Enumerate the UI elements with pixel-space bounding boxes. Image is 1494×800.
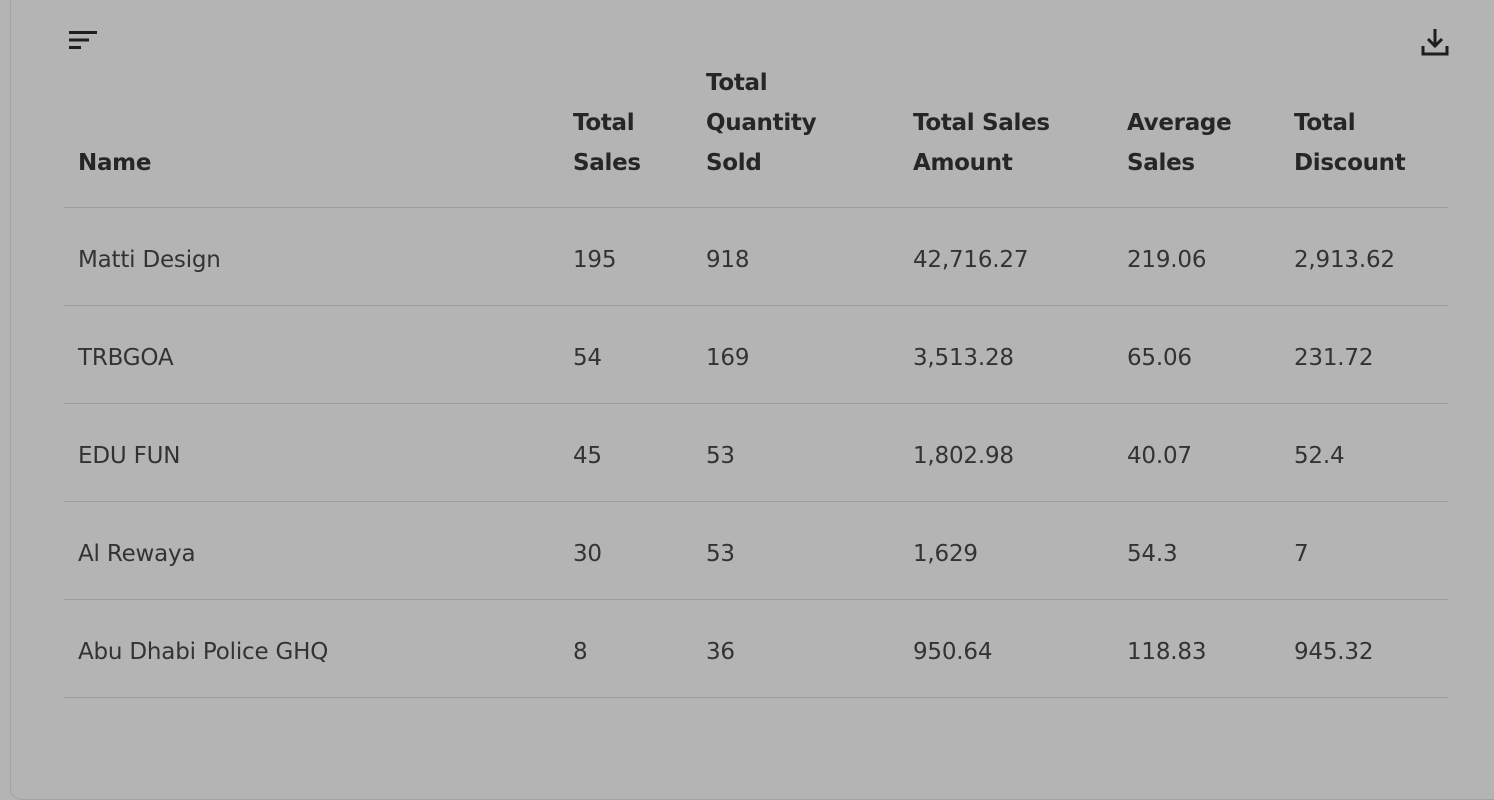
column-header-average-sales[interactable]: Average Sales [1127,110,1232,176]
report-card [10,0,1494,800]
column-header-total-discount[interactable]: Total Discount [1294,110,1406,176]
table-row[interactable]: Matti Design 195 918 42,716.27 219.06 2,… [64,208,1448,306]
cell-total-discount: 52.4 [1294,443,1345,469]
cell-total-quantity-sold: 918 [706,247,750,273]
cell-name: Al Rewaya [78,541,196,567]
column-header-name[interactable]: Name [78,150,152,176]
cell-total-sales: 195 [573,247,617,273]
table-row[interactable]: Abu Dhabi Police GHQ 8 36 950.64 118.83 … [64,600,1448,698]
cell-average-sales: 219.06 [1127,247,1207,273]
cell-name: TRBGOA [78,345,174,371]
sales-table: Name Total Sales Total Quantity Sold Tot… [64,70,1448,698]
cell-average-sales: 65.06 [1127,345,1192,371]
column-header-total-sales-amount[interactable]: Total Sales Amount [913,110,1050,176]
cell-total-sales: 8 [573,639,588,665]
table-row[interactable]: TRBGOA 54 169 3,513.28 65.06 231.72 [64,306,1448,404]
cell-total-sales-amount: 3,513.28 [913,345,1014,371]
cell-average-sales: 40.07 [1127,443,1192,469]
cell-total-quantity-sold: 169 [706,345,750,371]
cell-total-discount: 945.32 [1294,639,1374,665]
download-button[interactable] [1415,22,1455,62]
cell-total-sales: 45 [573,443,602,469]
cell-total-discount: 231.72 [1294,345,1374,371]
filter-list-icon [69,31,97,49]
table-header-row: Name Total Sales Total Quantity Sold Tot… [64,70,1448,208]
cell-total-sales: 54 [573,345,602,371]
cell-total-sales-amount: 42,716.27 [913,247,1029,273]
column-header-total-quantity-sold[interactable]: Total Quantity Sold [706,70,817,176]
table-row[interactable]: Al Rewaya 30 53 1,629 54.3 7 [64,502,1448,600]
cell-total-discount: 2,913.62 [1294,247,1395,273]
cell-total-quantity-sold: 53 [706,443,735,469]
table-row[interactable]: EDU FUN 45 53 1,802.98 40.07 52.4 [64,404,1448,502]
cell-total-sales: 30 [573,541,602,567]
cell-name: Abu Dhabi Police GHQ [78,639,329,665]
cell-name: EDU FUN [78,443,181,469]
cell-average-sales: 54.3 [1127,541,1178,567]
cell-name: Matti Design [78,247,221,273]
cell-total-sales-amount: 950.64 [913,639,993,665]
cell-total-quantity-sold: 53 [706,541,735,567]
download-icon [1421,29,1449,56]
column-header-total-sales[interactable]: Total Sales [573,110,641,176]
cell-total-sales-amount: 1,802.98 [913,443,1014,469]
filter-button[interactable] [63,20,103,60]
cell-average-sales: 118.83 [1127,639,1207,665]
cell-total-sales-amount: 1,629 [913,541,978,567]
cell-total-quantity-sold: 36 [706,639,735,665]
cell-total-discount: 7 [1294,541,1309,567]
